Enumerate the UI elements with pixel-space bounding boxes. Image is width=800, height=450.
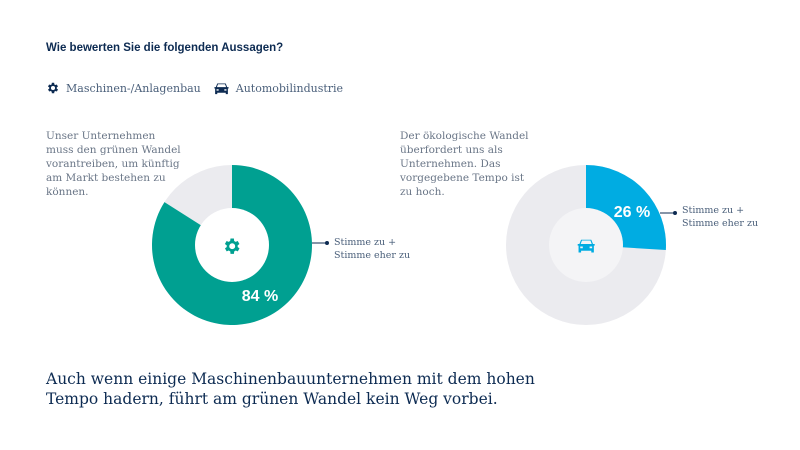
donut-machinery <box>152 165 312 326</box>
conclusion-line: Auch wenn einige Maschinenbauunternehmen… <box>46 370 535 388</box>
question-line: überfordert uns als <box>400 144 503 156</box>
segment-label-2: Stimme zu + Stimme eher zu <box>682 204 758 230</box>
question-line: vorgegebene Tempo ist <box>400 172 525 184</box>
segment-label-line: Stimme eher zu <box>682 218 759 229</box>
question-line: am Markt bestehen zu <box>46 172 166 184</box>
car-icon <box>214 83 229 94</box>
question-line: Unternehmen. Das <box>400 158 501 170</box>
conclusion-line: Tempo hadern, führt am grünen Wandel kei… <box>46 390 498 408</box>
gear-icon <box>224 238 240 254</box>
legend-label: Maschinen-/Anlagenbau <box>66 81 201 95</box>
question-line: vorantreiben, um künftig <box>46 158 180 170</box>
gear-icon <box>47 82 59 94</box>
value-label: 26 % <box>614 204 650 221</box>
legend-item-automotive: Automobilindustrie <box>213 82 343 95</box>
segment-label-line: Stimme zu + <box>682 205 745 216</box>
legend-item-machinery: Maschinen-/Anlagenbau <box>46 81 201 95</box>
chart-title: Wie bewerten Sie die folgenden Aussagen? <box>46 42 284 54</box>
question-2: Der ökologische Wandel überfordert uns a… <box>400 129 529 199</box>
car-icon <box>577 239 595 253</box>
donut-hole <box>195 208 269 282</box>
question-line: können. <box>46 186 89 198</box>
legend-label: Automobilindustrie <box>235 81 344 95</box>
conclusion: Auch wenn einige Maschinenbauunternehmen… <box>46 369 535 409</box>
value-label: 84 % <box>242 288 278 305</box>
segment-label-line: Stimme zu + <box>334 237 397 248</box>
question-1: Unser Unternehmen muss den grünen Wandel… <box>46 129 181 199</box>
segment-label-line: Stimme eher zu <box>334 250 411 261</box>
connector-dot <box>325 241 329 245</box>
question-line: Der ökologische Wandel <box>400 130 529 142</box>
question-line: muss den grünen Wandel <box>46 144 181 156</box>
question-line: Unser Unternehmen <box>46 130 156 142</box>
segment-label-1: Stimme zu + Stimme eher zu <box>334 236 410 262</box>
question-line: zu hoch. <box>400 186 445 198</box>
legend: Maschinen-/Anlagenbau Automobilindustrie <box>46 81 355 95</box>
connector-dot <box>673 211 677 215</box>
